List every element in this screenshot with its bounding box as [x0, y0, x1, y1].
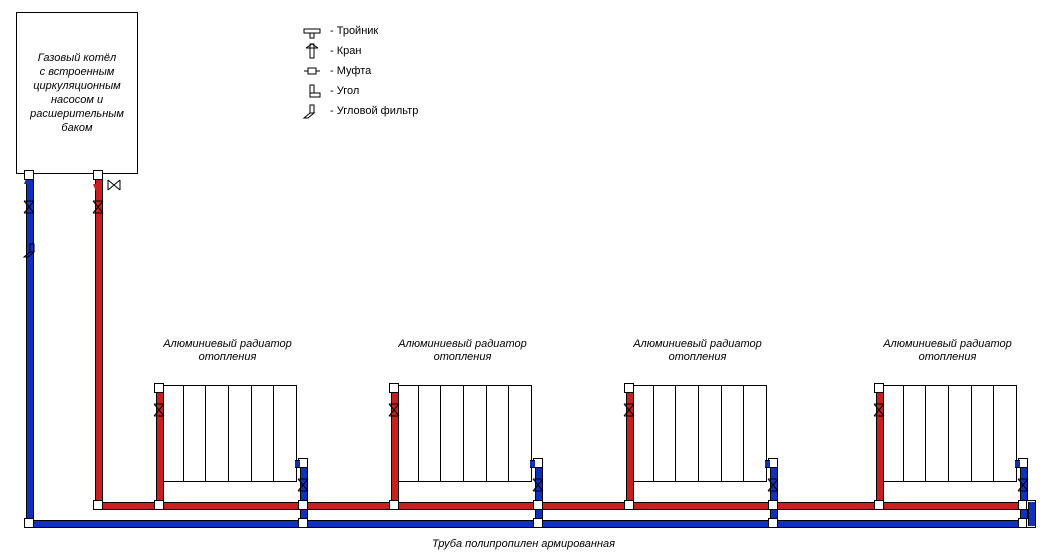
valve-symbol — [873, 403, 885, 422]
legend-label: - Муфта — [330, 65, 371, 77]
valve-symbol — [532, 478, 544, 497]
boiler: Газовый котёлс встроеннымциркуляционнымн… — [16, 12, 138, 174]
valve-symbol — [388, 403, 400, 422]
legend-label: - Угловой фильтр — [330, 105, 418, 117]
fitting — [624, 500, 634, 510]
valve-symbol — [767, 478, 779, 497]
legend-icon-coupling — [300, 62, 324, 80]
legend-icon-tee — [300, 22, 324, 40]
legend-label: - Тройник — [330, 25, 378, 37]
cold-stub — [1015, 460, 1020, 468]
legend-item: - Угловой фильтр — [300, 102, 418, 120]
fitting — [389, 383, 399, 393]
valve-symbol — [623, 403, 635, 422]
valve-symbol — [153, 403, 165, 422]
fitting — [768, 518, 778, 528]
fitting — [93, 170, 103, 180]
legend-label: - Кран — [330, 45, 361, 57]
fitting — [154, 383, 164, 393]
legend-item: - Тройник — [300, 22, 378, 40]
valve-symbol — [107, 178, 121, 196]
cold-main-pipe — [26, 520, 1034, 528]
hot-flow-arrow — [93, 184, 101, 194]
fitting — [768, 500, 778, 510]
legend-item: - Муфта — [300, 62, 371, 80]
valve-symbol — [92, 200, 104, 219]
fitting — [298, 500, 308, 510]
hot-main-pipe — [95, 502, 1028, 510]
valve-symbol — [297, 478, 309, 497]
heating-diagram: Газовый котёлс встроеннымциркуляционнымн… — [0, 0, 1047, 558]
end-link — [1028, 502, 1036, 526]
radiator — [160, 385, 297, 482]
fitting — [24, 518, 34, 528]
radiator — [395, 385, 532, 482]
legend-icon-valve — [300, 42, 324, 60]
boiler-cold-drop — [26, 172, 34, 526]
radiator — [880, 385, 1017, 482]
fitting — [298, 518, 308, 528]
radiator-label: Алюминиевый радиаторотопления — [600, 338, 795, 364]
cold-stub — [530, 460, 535, 468]
radiator — [630, 385, 767, 482]
legend-icon-filter — [300, 102, 324, 120]
fitting — [389, 500, 399, 510]
fitting — [874, 383, 884, 393]
legend-label: - Угол — [330, 85, 359, 97]
radiator-label: Алюминиевый радиаторотопления — [365, 338, 560, 364]
boiler-label: Газовый котёлс встроеннымциркуляционнымн… — [30, 51, 124, 135]
radiator-label: Алюминиевый радиаторотопления — [850, 338, 1045, 364]
fitting — [93, 500, 103, 510]
fitting — [533, 518, 543, 528]
fitting — [874, 500, 884, 510]
fitting — [154, 500, 164, 510]
boiler-hot-drop — [95, 172, 103, 508]
cold-stub — [765, 460, 770, 468]
valve-symbol — [23, 200, 35, 219]
legend-item: - Угол — [300, 82, 359, 100]
bottom-pipe-label: Труба полипропилен армированная — [0, 538, 1047, 550]
fitting — [624, 383, 634, 393]
angle-filter — [22, 242, 42, 263]
valve-symbol — [1017, 478, 1029, 497]
fitting — [533, 500, 543, 510]
legend-icon-elbow — [300, 82, 324, 100]
fitting — [24, 170, 34, 180]
radiator-label: Алюминиевый радиаторотопления — [130, 338, 325, 364]
cold-stub — [295, 460, 300, 468]
legend-item: - Кран — [300, 42, 361, 60]
